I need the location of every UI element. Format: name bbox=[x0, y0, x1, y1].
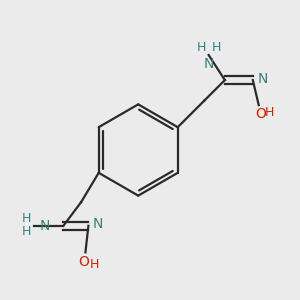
Text: H: H bbox=[196, 41, 206, 54]
Text: N: N bbox=[39, 219, 50, 233]
Text: N: N bbox=[203, 56, 214, 70]
Text: H: H bbox=[22, 225, 31, 238]
Text: O: O bbox=[255, 106, 266, 121]
Text: N: N bbox=[257, 72, 268, 86]
Text: H: H bbox=[211, 41, 221, 54]
Text: N: N bbox=[93, 217, 103, 231]
Text: O: O bbox=[79, 255, 89, 269]
Text: H: H bbox=[264, 106, 274, 119]
Text: H: H bbox=[22, 212, 31, 225]
Text: H: H bbox=[90, 258, 99, 271]
